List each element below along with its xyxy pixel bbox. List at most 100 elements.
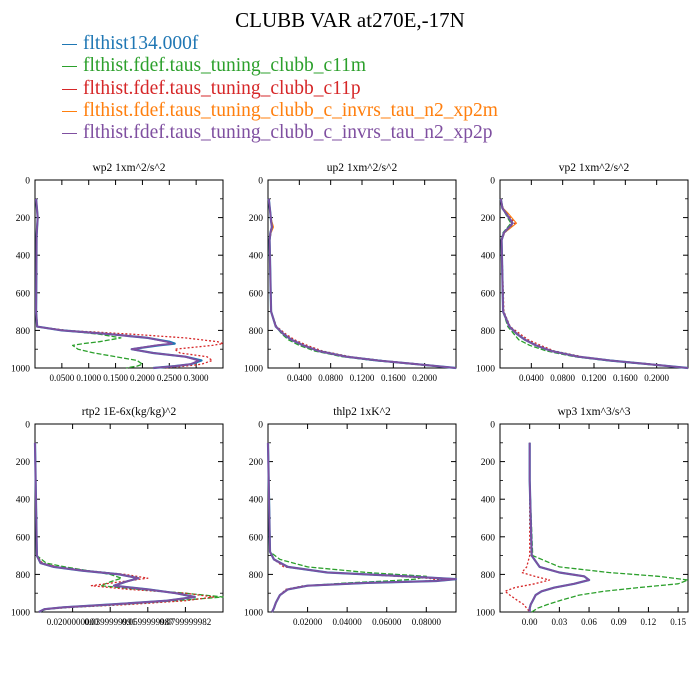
y-tick-label: 200 <box>16 214 31 224</box>
series-line-1 <box>34 198 203 370</box>
x-tick-label: 0.3000 <box>184 373 209 383</box>
x-tick-label: 0.02000 <box>293 617 323 627</box>
y-tick-label: 0 <box>490 177 495 187</box>
series-line-5 <box>267 442 457 613</box>
y-tick-label: 600 <box>249 289 264 299</box>
series-line-1 <box>266 442 458 613</box>
x-tick-label: 0.2000 <box>130 373 155 383</box>
panel-title: wp3 1xm^3/s^3 <box>557 406 630 418</box>
y-tick-label: 1000 <box>476 609 495 619</box>
y-tick-label: 1000 <box>11 609 30 619</box>
x-tick-label: 0.06000 <box>372 617 402 627</box>
y-tick-label: 0 <box>258 421 263 431</box>
y-tick-label: 400 <box>249 496 264 506</box>
series-line-2 <box>267 442 427 613</box>
series-line-4 <box>35 198 203 369</box>
legend-swatch <box>62 88 77 90</box>
legend-label: flthist.fdef.taus_tuning_clubb_c11p <box>83 77 361 99</box>
panel-2: up2 1xm^2/s^2 0 200 400 600 800 1000 0.0400 0.08… <box>244 162 457 383</box>
x-tick-label: 0.00 <box>522 617 538 627</box>
y-tick-label: 0 <box>25 177 30 187</box>
x-tick-label: 0.0800 <box>318 373 343 383</box>
legend: flthist134.000f flthist.fdef.taus_tuning… <box>62 33 498 144</box>
legend-swatch <box>62 133 77 135</box>
legend-label: flthist.fdef.taus_tuning_clubb_c11m <box>83 55 367 77</box>
panel-1: wp2 1xm^2/s^2 0 200 400 600 800 1000 0.0500 0.10… <box>11 162 224 383</box>
x-tick-label: 0.0599999987 <box>122 617 174 627</box>
series-line-5 <box>528 442 590 612</box>
y-tick-label: 200 <box>481 214 496 224</box>
series-line-2 <box>34 442 224 613</box>
panel-title: thlp2 1xK^2 <box>333 406 391 418</box>
x-tick-label: 0.04000 <box>333 617 363 627</box>
y-tick-label: 1000 <box>244 609 263 619</box>
y-tick-label: 200 <box>249 458 264 468</box>
panel-title: up2 1xm^2/s^2 <box>327 162 398 174</box>
legend-swatch <box>62 66 77 68</box>
x-tick-label: 0.0400 <box>287 373 312 383</box>
y-tick-label: 600 <box>16 533 31 543</box>
legend-label: flthist.fdef.taus_tuning_clubb_c_invrs_t… <box>83 122 493 144</box>
series-line-5 <box>34 442 196 613</box>
y-tick-label: 800 <box>481 571 496 581</box>
x-tick-label: 0.0400 <box>519 373 544 383</box>
panel-5: thlp2 1xK^2 0 200 400 600 800 1000 0.02000 0.040… <box>244 406 458 627</box>
panel-title: rtp2 1E-6x(kg/kg)^2 <box>82 406 177 418</box>
legend-label: flthist.fdef.taus_tuning_clubb_c_invrs_t… <box>83 99 498 121</box>
series-line-3 <box>267 442 443 613</box>
y-tick-label: 800 <box>16 571 31 581</box>
panel-title: wp2 1xm^2/s^2 <box>92 162 165 174</box>
x-tick-label: 0.2000 <box>644 373 669 383</box>
series-line-5 <box>35 198 200 369</box>
legend-swatch <box>62 110 77 112</box>
x-tick-label: 0.2000 <box>412 373 437 383</box>
panel-6: wp3 1xm^3/s^3 0 200 400 600 800 1000 0.00 0.03 0.… <box>476 406 689 627</box>
x-tick-label: 0.1200 <box>582 373 607 383</box>
x-tick-label: 0.0799999982 <box>160 617 212 627</box>
y-tick-label: 400 <box>481 496 496 506</box>
x-tick-label: 0.0800 <box>550 373 575 383</box>
legend-item: flthist.fdef.taus_tuning_clubb_c_invrs_t… <box>62 100 498 122</box>
y-tick-label: 800 <box>249 571 264 581</box>
x-tick-label: 0.0500 <box>49 373 74 383</box>
legend-swatch <box>62 44 77 46</box>
series-line-2 <box>35 198 144 369</box>
y-tick-label: 400 <box>16 496 31 506</box>
x-tick-label: 0.1600 <box>381 373 406 383</box>
x-tick-label: 0.1200 <box>350 373 375 383</box>
panel-4: rtp2 1E-6x(kg/kg)^2 0 200 400 600 800 1000 0.02… <box>11 406 224 627</box>
x-tick-label: 0.12 <box>641 617 657 627</box>
y-tick-label: 1000 <box>476 365 495 375</box>
x-tick-label: 0.1500 <box>103 373 128 383</box>
x-tick-label: 0.1000 <box>76 373 101 383</box>
y-tick-label: 400 <box>249 252 264 262</box>
panel-3: vp2 1xm^2/s^2 0 200 400 600 800 1000 0.0400 0.08… <box>476 162 689 383</box>
series-line-3 <box>35 198 224 369</box>
y-tick-label: 0 <box>258 177 263 187</box>
x-tick-label: 0.09 <box>611 617 627 627</box>
y-tick-label: 400 <box>481 252 496 262</box>
x-tick-label: 0.06 <box>581 617 597 627</box>
legend-item: flthist.fdef.taus_tuning_clubb_c_invrs_t… <box>62 122 498 144</box>
x-tick-label: 0.1600 <box>613 373 638 383</box>
y-tick-label: 800 <box>481 327 496 337</box>
x-tick-label: 0.2500 <box>157 373 182 383</box>
y-tick-label: 800 <box>16 327 31 337</box>
panel-title: vp2 1xm^2/s^2 <box>559 162 630 174</box>
y-tick-label: 800 <box>249 327 264 337</box>
legend-item: flthist134.000f <box>62 33 498 55</box>
y-tick-label: 600 <box>16 289 31 299</box>
series-line-3 <box>504 442 551 613</box>
legend-item: flthist.fdef.taus_tuning_clubb_c11m <box>62 55 498 77</box>
y-tick-label: 200 <box>249 214 264 224</box>
x-tick-label: 0.0200000000 <box>47 617 99 627</box>
plot-frame <box>499 423 689 613</box>
figure-title: CLUBB VAR at270E,-17N <box>235 8 465 32</box>
y-tick-label: 600 <box>249 533 264 543</box>
y-tick-label: 200 <box>16 458 31 468</box>
y-tick-label: 0 <box>490 421 495 431</box>
legend-item: flthist.fdef.taus_tuning_clubb_c11p <box>62 78 498 100</box>
y-tick-label: 1000 <box>11 365 30 375</box>
series-line-4 <box>267 442 457 613</box>
